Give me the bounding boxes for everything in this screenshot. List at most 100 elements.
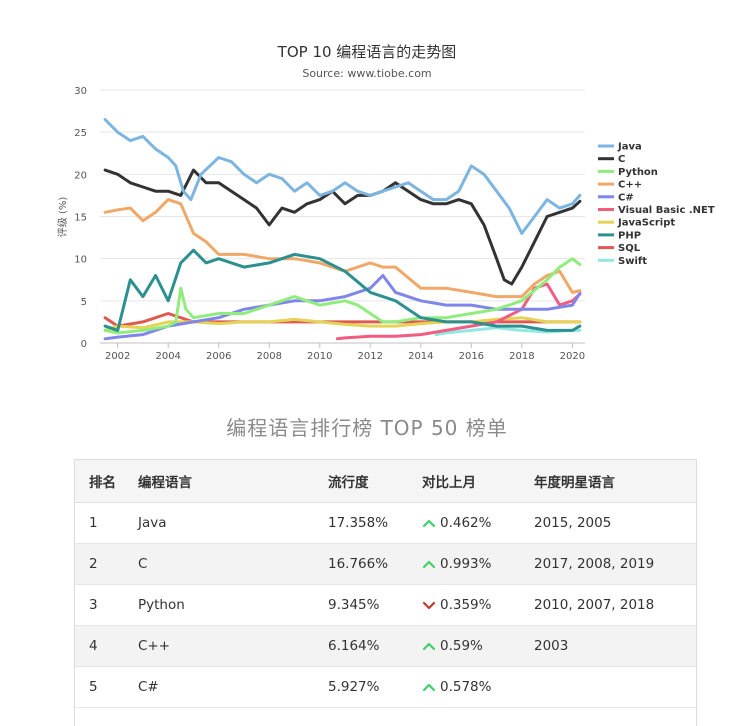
trend-up-icon [422,642,436,651]
legend-label: C++ [618,180,642,191]
change-cell: 0.578% [422,666,534,708]
ranking-table: 排名 编程语言 流行度 对比上月 年度明星语言 1 Java 17.358% 0.46… [75,460,696,708]
header-change: 对比上月 [422,460,534,503]
rank-cell: 5 [75,666,138,708]
legend-item-cpp[interactable]: C++ [598,180,642,191]
legend-item-swift[interactable]: Swift [598,256,647,267]
language-cell: C# [138,666,328,708]
change-cell: 0.462% [422,502,534,544]
legend-item-php[interactable]: PHP [598,230,641,241]
change-cell: 0.359% [422,584,534,626]
x-tick-label: 2002 [105,351,130,362]
legend-item-python[interactable]: Python [598,167,658,178]
series-line-cpp [103,198,582,299]
x-tick-label: 2018 [509,351,534,362]
table-header-row: 排名 编程语言 流行度 对比上月 年度明星语言 [75,460,696,503]
language-cell: Java [138,502,328,544]
rank-cell: 4 [75,625,138,667]
table-row: 2 C 16.766% 0.993% 2017, 2008, 2019 [75,543,696,585]
change-value: 0.993% [440,556,492,572]
change-value: 0.359% [440,597,492,613]
legend-label: C# [618,192,634,203]
legend-label: Java [617,142,642,153]
change-cell: 0.993% [422,543,534,585]
table-row: 1 Java 17.358% 0.462% 2015, 2005 [75,502,696,544]
legend-item-c[interactable]: C [598,154,625,165]
change-value: 0.59% [440,638,483,654]
legend-label: JavaScript [617,218,675,229]
legend-label: PHP [618,230,641,241]
star-years-cell: 2003 [534,625,696,667]
legend-label: SQL [618,243,641,254]
star-years-cell [534,666,696,708]
x-tick-label: 2010 [307,351,332,362]
y-tick-label: 15 [74,213,87,224]
change-cell: 0.59% [422,625,534,667]
change-value: 0.578% [440,679,492,695]
star-years-cell: 2015, 2005 [534,502,696,544]
popularity-cell: 6.164% [328,625,422,667]
rank-cell: 1 [75,502,138,544]
chart-title: TOP 10 编程语言的走势图 [277,43,457,61]
chart-subtitle: Source: www.tiobe.com [302,67,431,80]
trend-up-icon [422,560,436,569]
language-cell: C [138,543,328,585]
series-line-python [103,257,582,335]
trend-chart: TOP 10 编程语言的走势图 Source: www.tiobe.com 评级… [57,43,715,362]
legend-label: Visual Basic .NET [618,205,715,216]
language-cell: C++ [138,625,328,667]
x-axis-ticks: 2002 2004 2006 2008 2010 2012 2014 2016 2018 2020 [105,343,585,362]
star-years-cell: 2017, 2008, 2019 [534,543,696,585]
header-language: 编程语言 [138,460,328,503]
x-tick-label: 2020 [560,351,585,362]
legend-item-visual-basic-net[interactable]: Visual Basic .NET [598,205,715,216]
legend-label: Swift [618,256,647,267]
legend-item-java[interactable]: Java [598,142,642,153]
language-cell: Python [138,584,328,626]
x-tick-label: 2006 [206,351,231,362]
y-tick-label: 10 [74,255,87,266]
legend-item-csharp[interactable]: C# [598,192,634,203]
x-tick-label: 2012 [358,351,383,362]
rank-cell: 2 [75,543,138,585]
rank-cell: 3 [75,584,138,626]
legend-label: C [618,154,625,165]
legend-item-javascript[interactable]: JavaScript [598,218,675,229]
table-row: 5 C# 5.927% 0.578% [75,666,696,708]
star-years-cell: 2010, 2007, 2018 [534,584,696,626]
ranking-table-wrapper: 排名 编程语言 流行度 对比上月 年度明星语言 1 Java 17.358% 0.46… [74,459,697,726]
x-tick-label: 2008 [257,351,282,362]
series-line-csharp [103,274,582,341]
y-tick-label: 5 [81,297,87,308]
popularity-cell: 9.345% [328,584,422,626]
x-tick-label: 2004 [155,351,180,362]
series-line-php [103,248,582,332]
y-axis-label: 评级 (%) [57,197,69,238]
header-star-years: 年度明星语言 [534,460,696,503]
y-tick-label: 0 [81,339,87,350]
table-row: 3 Python 9.345% 0.359% 2010, 2007, 2018 [75,584,696,626]
legend-item-sql[interactable]: SQL [598,243,641,254]
trend-up-icon [422,683,436,692]
table-title: 编程语言排行榜 TOP 50 榜单 [226,416,508,440]
popularity-cell: 5.927% [328,666,422,708]
popularity-cell: 16.766% [328,543,422,585]
trend-up-icon [422,519,436,528]
y-tick-label: 25 [74,128,87,139]
grid-lines [100,89,585,344]
series-lines [103,118,582,341]
legend-label: Python [618,167,658,178]
y-axis-ticks: 0 5 10 15 20 25 30 [74,86,87,350]
x-tick-label: 2014 [408,351,433,362]
popularity-cell: 17.358% [328,502,422,544]
y-tick-label: 30 [74,86,87,97]
series-line-c [103,168,582,286]
trend-down-icon [422,601,436,610]
header-popularity: 流行度 [328,460,422,503]
y-tick-label: 20 [74,170,87,181]
change-value: 0.462% [440,515,492,531]
header-rank: 排名 [75,460,138,503]
series-line-java [103,118,582,235]
x-tick-label: 2016 [459,351,484,362]
